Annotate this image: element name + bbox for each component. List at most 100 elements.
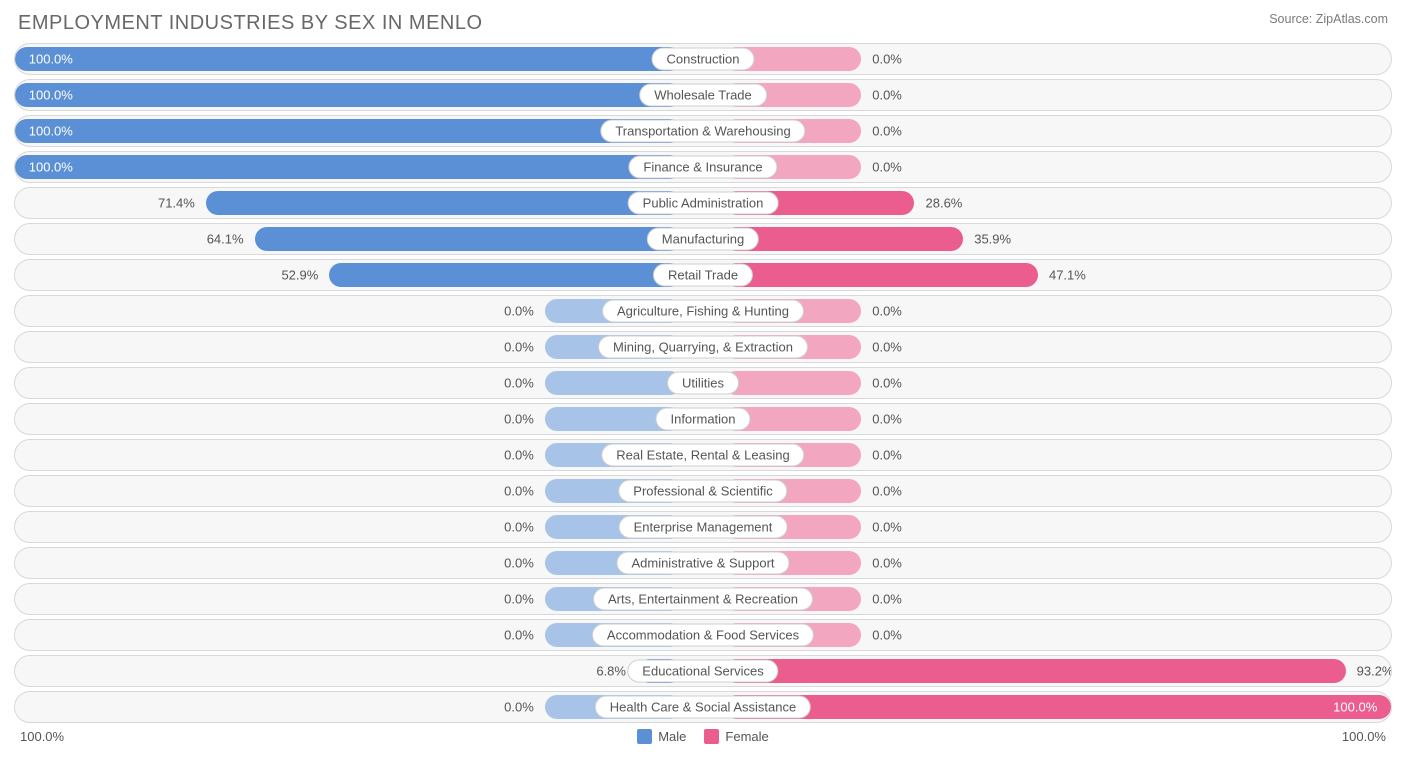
chart-row: 0.0% 0.0% Enterprise Management (14, 511, 1392, 543)
male-value-label: 0.0% (504, 700, 534, 715)
male-bar (206, 191, 682, 215)
male-value-label: 0.0% (504, 340, 534, 355)
legend-swatch-female (704, 729, 719, 744)
chart-row: 0.0% 0.0% Utilities (14, 367, 1392, 399)
category-label: Utilities (667, 372, 739, 395)
legend-swatch-male (637, 729, 652, 744)
axis-left-label: 100.0% (20, 729, 64, 744)
category-label: Agriculture, Fishing & Hunting (602, 300, 804, 323)
chart-row: 52.9% 47.1% Retail Trade (14, 259, 1392, 291)
chart-row: 64.1% 35.9% Manufacturing (14, 223, 1392, 255)
chart-row: 0.0% 0.0% Agriculture, Fishing & Hunting (14, 295, 1392, 327)
female-value-label: 0.0% (872, 484, 902, 499)
male-value-label: 0.0% (504, 520, 534, 535)
chart-row: 0.0% 100.0% Health Care & Social Assistanc… (14, 691, 1392, 723)
female-value-label: 0.0% (872, 592, 902, 607)
chart-row: 0.0% 0.0% Real Estate, Rental & Leasing (14, 439, 1392, 471)
female-value-label: 0.0% (872, 376, 902, 391)
female-value-label: 0.0% (872, 412, 902, 427)
chart-row: 0.0% 0.0% Arts, Entertainment & Recreation (14, 583, 1392, 615)
axis-right-label: 100.0% (1342, 729, 1386, 744)
female-bar (724, 227, 964, 251)
female-value-label: 0.0% (872, 124, 902, 139)
male-bar (255, 227, 683, 251)
female-value-label: 0.0% (872, 304, 902, 319)
legend-female-label: Female (725, 729, 768, 744)
male-value-label: 0.0% (504, 592, 534, 607)
category-label: Manufacturing (647, 228, 759, 251)
chart-title: EMPLOYMENT INDUSTRIES BY SEX IN MENLO (18, 12, 483, 35)
category-label: Arts, Entertainment & Recreation (593, 588, 813, 611)
legend-male: Male (637, 729, 686, 744)
male-bar (15, 83, 682, 107)
category-label: Public Administration (628, 192, 779, 215)
chart-row: 0.0% 0.0% Professional & Scientific (14, 475, 1392, 507)
category-label: Mining, Quarrying, & Extraction (598, 336, 808, 359)
male-bar (15, 155, 682, 179)
male-value-label: 100.0% (29, 52, 73, 67)
chart-footer: 100.0% Male Female 100.0% (14, 729, 1392, 744)
category-label: Educational Services (627, 660, 778, 683)
chart-row: 71.4% 28.6% Public Administration (14, 187, 1392, 219)
category-label: Professional & Scientific (618, 480, 787, 503)
female-bar (724, 263, 1038, 287)
male-value-label: 0.0% (504, 304, 534, 319)
chart-row: 0.0% 0.0% Administrative & Support (14, 547, 1392, 579)
female-value-label: 0.0% (872, 628, 902, 643)
male-bar (545, 371, 683, 395)
female-value-label: 0.0% (872, 340, 902, 355)
chart-header: EMPLOYMENT INDUSTRIES BY SEX IN MENLO So… (14, 12, 1392, 35)
male-value-label: 6.8% (596, 664, 626, 679)
chart-row: 0.0% 0.0% Accommodation & Food Services (14, 619, 1392, 651)
male-value-label: 0.0% (504, 484, 534, 499)
category-label: Real Estate, Rental & Leasing (601, 444, 804, 467)
female-value-label: 28.6% (926, 196, 963, 211)
category-label: Enterprise Management (619, 516, 788, 539)
male-value-label: 0.0% (504, 448, 534, 463)
female-value-label: 0.0% (872, 88, 902, 103)
female-value-label: 0.0% (872, 520, 902, 535)
category-label: Retail Trade (653, 264, 753, 287)
category-label: Finance & Insurance (628, 156, 777, 179)
male-value-label: 52.9% (281, 268, 318, 283)
female-value-label: 100.0% (1333, 700, 1377, 715)
female-value-label: 0.0% (872, 52, 902, 67)
diverging-bar-chart: 100.0% 0.0% Construction 100.0% 0.0% Wholesal… (14, 43, 1392, 723)
chart-source: Source: ZipAtlas.com (1269, 12, 1388, 26)
male-value-label: 64.1% (207, 232, 244, 247)
female-bar (724, 695, 1391, 719)
female-value-label: 0.0% (872, 160, 902, 175)
chart-row: 100.0% 0.0% Wholesale Trade (14, 79, 1392, 111)
female-value-label: 0.0% (872, 556, 902, 571)
female-value-label: 0.0% (872, 448, 902, 463)
male-value-label: 0.0% (504, 376, 534, 391)
legend-male-label: Male (658, 729, 686, 744)
male-bar (15, 47, 682, 71)
female-value-label: 93.2% (1357, 664, 1392, 679)
chart-row: 0.0% 0.0% Information (14, 403, 1392, 435)
category-label: Construction (652, 48, 755, 71)
male-value-label: 0.0% (504, 412, 534, 427)
legend-female: Female (704, 729, 768, 744)
female-value-label: 47.1% (1049, 268, 1086, 283)
category-label: Health Care & Social Assistance (595, 696, 811, 719)
category-label: Information (655, 408, 750, 431)
legend: Male Female (637, 729, 769, 744)
male-value-label: 71.4% (158, 196, 195, 211)
male-bar (15, 119, 682, 143)
chart-row: 100.0%0.0%Finance & Insurance (14, 151, 1392, 183)
male-value-label: 100.0% (29, 124, 73, 139)
category-label: Administrative & Support (616, 552, 789, 575)
male-value-label: 0.0% (504, 556, 534, 571)
chart-row: 100.0% 0.0% Construction (14, 43, 1392, 75)
female-bar (724, 659, 1346, 683)
female-bar (724, 371, 862, 395)
chart-row: 0.0% 0.0% Mining, Quarrying, & Extraction (14, 331, 1392, 363)
female-value-label: 35.9% (974, 232, 1011, 247)
chart-row: 6.8% 93.2% Educational Services (14, 655, 1392, 687)
category-label: Accommodation & Food Services (592, 624, 814, 647)
chart-row: 100.0%0.0%Transportation & Warehousing (14, 115, 1392, 147)
category-label: Wholesale Trade (639, 84, 767, 107)
male-value-label: 100.0% (29, 88, 73, 103)
male-value-label: 0.0% (504, 628, 534, 643)
